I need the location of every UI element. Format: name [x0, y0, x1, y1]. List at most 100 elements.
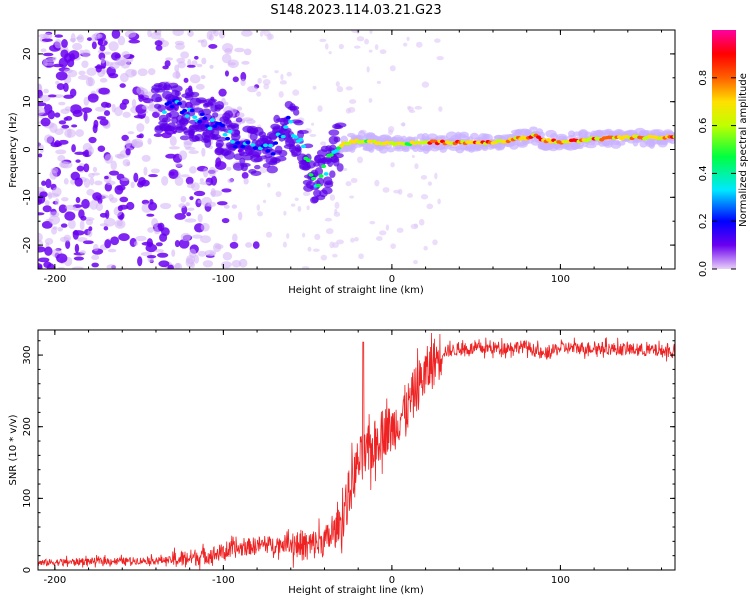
noise-blob [199, 181, 211, 185]
trace-halo [291, 152, 298, 158]
noise-blob [351, 30, 359, 34]
noise-blob [201, 196, 212, 207]
noise-blob [164, 60, 171, 67]
snr-x-label: Height of straight line (km) [288, 585, 424, 596]
noise-blob [353, 45, 361, 49]
trace-point [235, 141, 241, 145]
noise-blob [184, 218, 197, 223]
noise-blob [124, 30, 137, 38]
noise-blob [307, 246, 312, 252]
noise-blob [69, 88, 77, 97]
noise-blob [121, 51, 131, 59]
noise-blob [241, 60, 250, 65]
noise-blob [140, 251, 152, 257]
noise-blob [61, 39, 68, 48]
noise-blob [418, 218, 425, 226]
noise-blob [228, 62, 236, 66]
noise-blob [63, 234, 72, 242]
noise-blob [91, 254, 100, 260]
trace-point [321, 164, 327, 169]
noise-blob [162, 65, 169, 70]
noise-blob [329, 194, 336, 201]
noise-blob [55, 80, 60, 85]
trace-point [182, 108, 188, 113]
trace-point [338, 143, 344, 148]
trace-halo [205, 98, 217, 103]
trace-point [202, 116, 208, 121]
noise-blob [75, 159, 81, 163]
noise-blob [100, 57, 106, 64]
noise-blob [44, 200, 50, 206]
noise-blob [151, 217, 159, 228]
noise-blob [256, 91, 262, 97]
trace-halo [155, 96, 163, 103]
trace-halo [231, 133, 241, 141]
noise-blob [104, 153, 113, 164]
noise-blob [406, 36, 410, 41]
noise-blob [332, 242, 339, 248]
trace-halo [278, 149, 288, 157]
noise-blob [325, 228, 334, 235]
noise-blob [176, 57, 186, 64]
spectrogram-marks [38, 30, 675, 269]
noise-blob [221, 261, 232, 269]
noise-blob [356, 156, 364, 164]
noise-blob [336, 86, 344, 93]
noise-blob [229, 241, 239, 249]
noise-blob [82, 142, 93, 153]
noise-blob [48, 215, 61, 225]
noise-blob [314, 233, 321, 240]
noise-blob [136, 123, 145, 133]
noise-blob [257, 77, 263, 84]
noise-blob [262, 199, 267, 204]
noise-blob [43, 88, 49, 94]
noise-blob [401, 122, 406, 127]
trace-point [225, 136, 231, 141]
noise-blob [241, 30, 253, 37]
noise-blob [413, 223, 418, 228]
noise-blob [147, 68, 156, 76]
noise-blob [50, 167, 59, 174]
trace-halo [231, 124, 240, 131]
noise-blob [278, 91, 284, 98]
noise-blob [91, 262, 99, 268]
y-tick-label: -10 [22, 189, 33, 205]
noise-blob [49, 211, 60, 218]
trace-halo [294, 144, 301, 153]
noise-blob [374, 179, 380, 187]
noise-blob [427, 181, 433, 186]
noise-blob [38, 246, 46, 253]
noise-blob [106, 264, 117, 269]
noise-blob [186, 212, 192, 217]
noise-blob [223, 204, 230, 209]
noise-blob [54, 112, 61, 118]
noise-blob [65, 115, 73, 121]
noise-blob [106, 180, 116, 186]
noise-blob [168, 146, 180, 150]
noise-blob [133, 172, 139, 183]
noise-blob [42, 58, 48, 67]
trace-point [227, 129, 233, 134]
noise-blob [41, 180, 47, 186]
noise-blob [65, 204, 76, 211]
noise-blob [209, 64, 214, 69]
noise-blob [150, 168, 160, 174]
noise-blob [223, 101, 229, 106]
noise-blob [83, 111, 88, 122]
noise-blob [180, 232, 191, 242]
noise-blob [86, 189, 95, 196]
trace-point [311, 176, 317, 181]
noise-blob [114, 185, 124, 195]
noise-blob [43, 32, 53, 39]
trace-halo [161, 117, 172, 123]
noise-blob [275, 191, 282, 198]
trace-point [230, 140, 236, 144]
noise-blob [49, 123, 58, 133]
noise-blob [232, 233, 238, 242]
colorbar-ticks: 0.0 0.2 0.4 0.6 0.8 [698, 70, 736, 277]
noise-blob [87, 229, 93, 237]
noise-blob [240, 71, 247, 82]
noise-blob [180, 174, 190, 178]
noise-blob [160, 202, 172, 210]
noise-blob [47, 94, 57, 98]
